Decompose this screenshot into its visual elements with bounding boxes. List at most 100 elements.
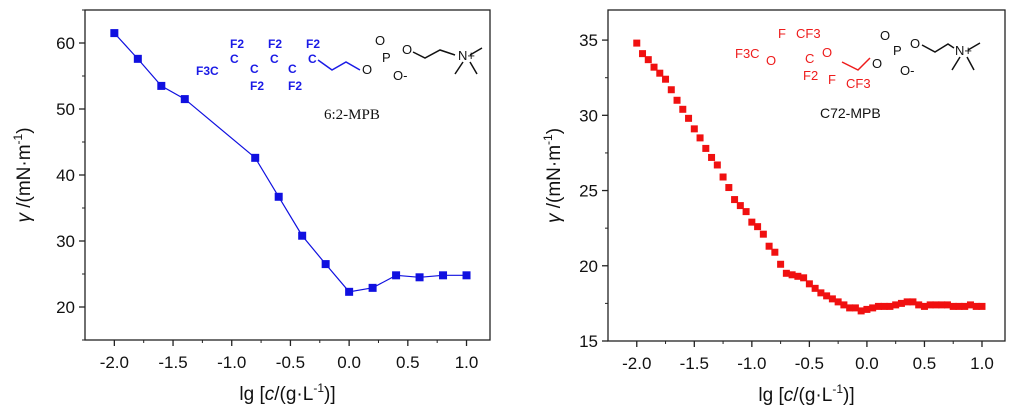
- data-point: [915, 301, 923, 309]
- y-axis-label: γ /(mN·m-1): [11, 127, 35, 222]
- data-point: [685, 114, 693, 122]
- plot-frame: [607, 9, 1006, 342]
- y-axis-label-part: ): [14, 127, 35, 133]
- data-point: [759, 230, 767, 238]
- mol-atom: N+: [955, 43, 972, 58]
- data-point: [180, 95, 189, 104]
- mol-atom: F3C: [735, 46, 760, 61]
- x-tick-label: -1.0: [737, 354, 766, 373]
- x-tick-label: -2.0: [622, 354, 651, 373]
- data-point: [961, 302, 969, 310]
- data-point: [972, 302, 980, 310]
- data-point: [702, 144, 710, 152]
- data-point: [846, 304, 854, 312]
- x-axis-label-part: lg [: [758, 385, 784, 406]
- data-point: [794, 272, 802, 280]
- x-axis-label: lg [c/(g·L-1)]: [758, 382, 854, 406]
- x-tick-label: -0.5: [276, 353, 305, 372]
- plot-frame: [84, 9, 491, 341]
- y-axis-label-part: /(mN·m: [544, 145, 565, 214]
- x-axis-label-part: c: [784, 385, 794, 406]
- data-point: [920, 302, 928, 310]
- data-point: [462, 271, 471, 280]
- y-tick-label: 40: [56, 166, 75, 185]
- x-tick-label: 0.5: [396, 353, 420, 372]
- data-point: [966, 301, 974, 309]
- data-point: [909, 298, 917, 306]
- molecule-right: F3C O F CF3 C F2 O F CF3 O P O O O- N+ C…: [735, 26, 981, 121]
- data-point: [650, 63, 658, 71]
- data-point: [817, 289, 825, 297]
- y-tick-label: 20: [56, 298, 75, 317]
- data-point: [932, 301, 940, 309]
- mol-atom: O: [822, 45, 832, 60]
- data-point: [938, 301, 946, 309]
- y-tick-label: 20: [579, 257, 598, 276]
- data-point: [851, 304, 859, 312]
- data-point: [886, 302, 894, 310]
- mol-atom: F2: [306, 37, 320, 51]
- x-axis-label-part: /(g·L: [274, 384, 313, 405]
- x-axis-label-part: lg [: [239, 384, 265, 405]
- x-axis-label-part: )]: [843, 385, 855, 406]
- data-point: [656, 69, 664, 77]
- y-axis-label-part: γ: [14, 212, 35, 223]
- y-axis-label-part: γ: [544, 212, 565, 223]
- mol-atom: C: [270, 52, 279, 66]
- mol-atom: F3C: [196, 64, 219, 78]
- data-point: [903, 298, 911, 306]
- mol-atom: C: [230, 52, 239, 66]
- data-point: [788, 271, 796, 279]
- data-point: [662, 75, 670, 83]
- data-point: [667, 86, 675, 94]
- data-point: [754, 223, 762, 231]
- data-point: [777, 260, 785, 268]
- x-axis-label-part: )]: [324, 384, 336, 405]
- mol-atom: C: [288, 62, 297, 76]
- data-point: [857, 307, 865, 315]
- mol-atom: O: [375, 33, 385, 48]
- chart-2: -2.0 -1.5 -1.0 -0.5 0.0 0.5 1.0 15 20 25 30 35 lg [c…: [541, 9, 1006, 406]
- x-tick-label: 0.0: [337, 353, 361, 372]
- data-point: [392, 271, 401, 280]
- x-axis-label-part: -1: [832, 382, 843, 396]
- data-point: [251, 153, 260, 162]
- x-tick-label: -1.5: [680, 354, 709, 373]
- data-point: [321, 260, 330, 269]
- y-axis-label-part: /(mN·m: [14, 144, 35, 213]
- y-axis-label-part: -1: [541, 134, 555, 145]
- x-tick-label: -1.0: [217, 353, 246, 372]
- data-point: [874, 302, 882, 310]
- mol-atom: F2: [288, 79, 302, 93]
- x-axis-label: lg [c/(g·L-1)]: [239, 381, 335, 405]
- data-point: [439, 271, 448, 280]
- data-point: [157, 81, 166, 90]
- data-point: [897, 299, 905, 307]
- y-tick-label: 30: [56, 232, 75, 251]
- y-tick-label: 25: [579, 182, 598, 201]
- mol-atom: C: [805, 51, 814, 66]
- data-point: [708, 153, 716, 161]
- annotation-label: C72-MPB: [820, 105, 881, 121]
- mol-atom: O-: [393, 68, 407, 83]
- data-point: [368, 283, 377, 292]
- data-point: [834, 298, 842, 306]
- data-point: [840, 301, 848, 309]
- mol-atom: N+: [458, 48, 475, 63]
- mol-atom: F2: [230, 37, 244, 51]
- mol-atom: O: [402, 42, 412, 57]
- data-point: [811, 284, 819, 292]
- data-point: [955, 302, 963, 310]
- data-point: [742, 208, 750, 216]
- data-point: [978, 302, 986, 310]
- mol-atom: F2: [268, 37, 282, 51]
- data-point: [863, 305, 871, 313]
- data-point: [644, 56, 652, 64]
- data-point: [771, 248, 779, 256]
- data-point: [869, 304, 877, 312]
- mol-atom: O: [910, 36, 920, 51]
- data-point: [731, 196, 739, 204]
- mol-atom: CF3: [846, 76, 871, 91]
- data-point: [415, 273, 424, 282]
